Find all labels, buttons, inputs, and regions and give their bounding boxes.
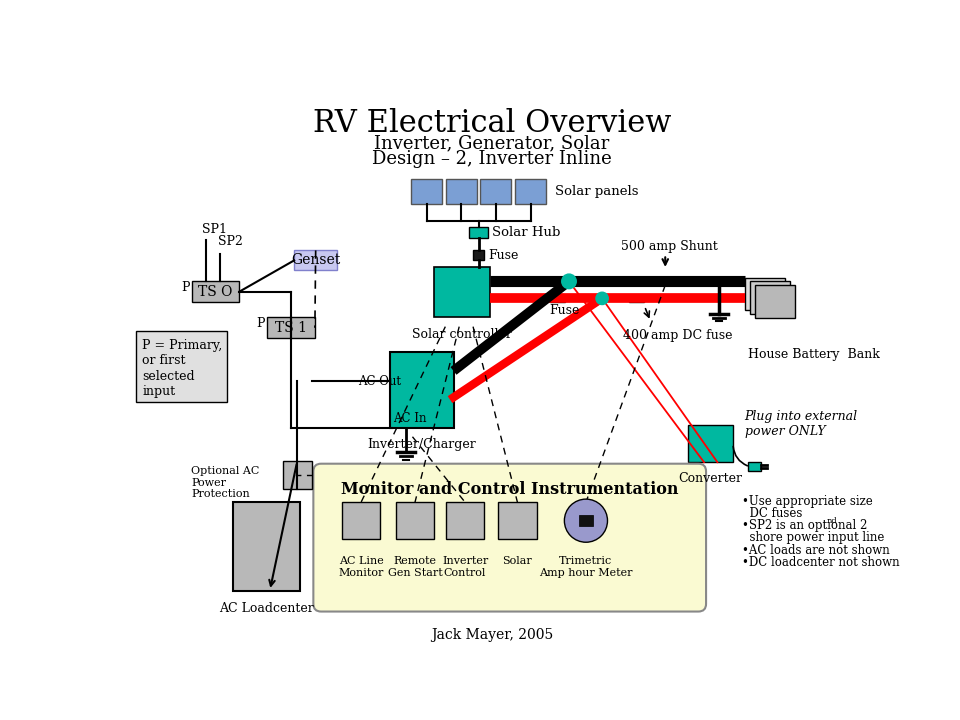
FancyBboxPatch shape bbox=[516, 179, 546, 204]
FancyBboxPatch shape bbox=[469, 228, 488, 238]
Text: AC Loadcenter: AC Loadcenter bbox=[219, 601, 314, 615]
FancyBboxPatch shape bbox=[749, 462, 760, 472]
FancyBboxPatch shape bbox=[480, 179, 512, 204]
Text: 400 amp DC fuse: 400 amp DC fuse bbox=[623, 329, 732, 342]
FancyBboxPatch shape bbox=[550, 294, 565, 302]
Ellipse shape bbox=[564, 499, 608, 542]
Text: Inverter
Control: Inverter Control bbox=[442, 556, 489, 577]
FancyBboxPatch shape bbox=[232, 503, 300, 590]
Text: TS O: TS O bbox=[199, 284, 232, 299]
Text: Remote
Gen Start: Remote Gen Start bbox=[388, 556, 443, 577]
Circle shape bbox=[562, 274, 576, 288]
FancyBboxPatch shape bbox=[294, 251, 337, 271]
Text: Plug into external
power ONLY: Plug into external power ONLY bbox=[745, 410, 857, 438]
Text: or first: or first bbox=[142, 354, 186, 367]
Text: Monitor and Control Instrumentation: Monitor and Control Instrumentation bbox=[341, 482, 679, 498]
FancyBboxPatch shape bbox=[267, 318, 315, 338]
Text: Inverter, Generator, Solar: Inverter, Generator, Solar bbox=[374, 134, 610, 152]
Text: Solar panels: Solar panels bbox=[555, 185, 638, 198]
Text: shore power input line: shore power input line bbox=[742, 531, 884, 544]
FancyBboxPatch shape bbox=[282, 462, 312, 489]
Text: AC In: AC In bbox=[394, 412, 427, 425]
Circle shape bbox=[596, 292, 609, 305]
Text: RV Electrical Overview: RV Electrical Overview bbox=[313, 108, 671, 139]
FancyBboxPatch shape bbox=[313, 464, 706, 611]
FancyBboxPatch shape bbox=[192, 282, 239, 302]
Text: Optional AC
Power
Protection: Optional AC Power Protection bbox=[191, 466, 259, 499]
Text: P: P bbox=[256, 317, 265, 330]
FancyBboxPatch shape bbox=[434, 267, 490, 318]
Text: AC Out: AC Out bbox=[358, 375, 401, 388]
Text: TS 1: TS 1 bbox=[275, 321, 307, 335]
FancyBboxPatch shape bbox=[136, 331, 228, 402]
Text: Trimetric
Amp hour Meter: Trimetric Amp hour Meter bbox=[540, 556, 633, 577]
Text: •DC loadcenter not shown: •DC loadcenter not shown bbox=[742, 556, 900, 569]
Text: input: input bbox=[142, 385, 176, 398]
Text: P = Primary,: P = Primary, bbox=[142, 339, 223, 352]
Text: •Use appropriate size: •Use appropriate size bbox=[742, 495, 873, 508]
Text: SP1: SP1 bbox=[202, 222, 227, 235]
FancyBboxPatch shape bbox=[411, 179, 442, 204]
Text: Fuse: Fuse bbox=[488, 249, 518, 262]
Text: Solar controller: Solar controller bbox=[412, 328, 512, 341]
Text: House Battery  Bank: House Battery Bank bbox=[749, 348, 880, 361]
Text: Solar Hub: Solar Hub bbox=[492, 226, 560, 239]
FancyBboxPatch shape bbox=[579, 516, 593, 526]
FancyBboxPatch shape bbox=[629, 294, 644, 302]
Text: Design – 2, Inverter Inline: Design – 2, Inverter Inline bbox=[372, 150, 612, 168]
FancyBboxPatch shape bbox=[445, 179, 476, 204]
Text: 500 amp Shunt: 500 amp Shunt bbox=[621, 240, 718, 253]
FancyBboxPatch shape bbox=[688, 426, 733, 462]
FancyBboxPatch shape bbox=[756, 285, 796, 318]
Text: •AC loads are not shown: •AC loads are not shown bbox=[742, 544, 890, 557]
Text: selected: selected bbox=[142, 370, 195, 383]
FancyBboxPatch shape bbox=[391, 352, 453, 428]
Text: DC fuses: DC fuses bbox=[742, 507, 803, 520]
FancyBboxPatch shape bbox=[342, 503, 380, 539]
Text: SP2: SP2 bbox=[218, 235, 243, 248]
Text: Jack Mayer, 2005: Jack Mayer, 2005 bbox=[431, 628, 553, 642]
Text: nd: nd bbox=[827, 517, 838, 525]
Text: Fuse: Fuse bbox=[550, 305, 580, 318]
Text: •SP2 is an optional 2: •SP2 is an optional 2 bbox=[742, 519, 868, 532]
Text: Inverter/Charger: Inverter/Charger bbox=[368, 438, 476, 451]
Text: Solar: Solar bbox=[502, 556, 532, 566]
FancyBboxPatch shape bbox=[750, 282, 790, 314]
Text: Genset: Genset bbox=[291, 253, 340, 267]
FancyBboxPatch shape bbox=[445, 503, 484, 539]
FancyBboxPatch shape bbox=[498, 503, 537, 539]
FancyBboxPatch shape bbox=[745, 277, 784, 310]
Text: P: P bbox=[180, 281, 189, 294]
FancyBboxPatch shape bbox=[396, 503, 434, 539]
Text: Converter: Converter bbox=[679, 472, 743, 485]
FancyBboxPatch shape bbox=[656, 277, 675, 285]
FancyBboxPatch shape bbox=[472, 251, 484, 261]
Text: AC Line
Monitor: AC Line Monitor bbox=[339, 556, 384, 577]
